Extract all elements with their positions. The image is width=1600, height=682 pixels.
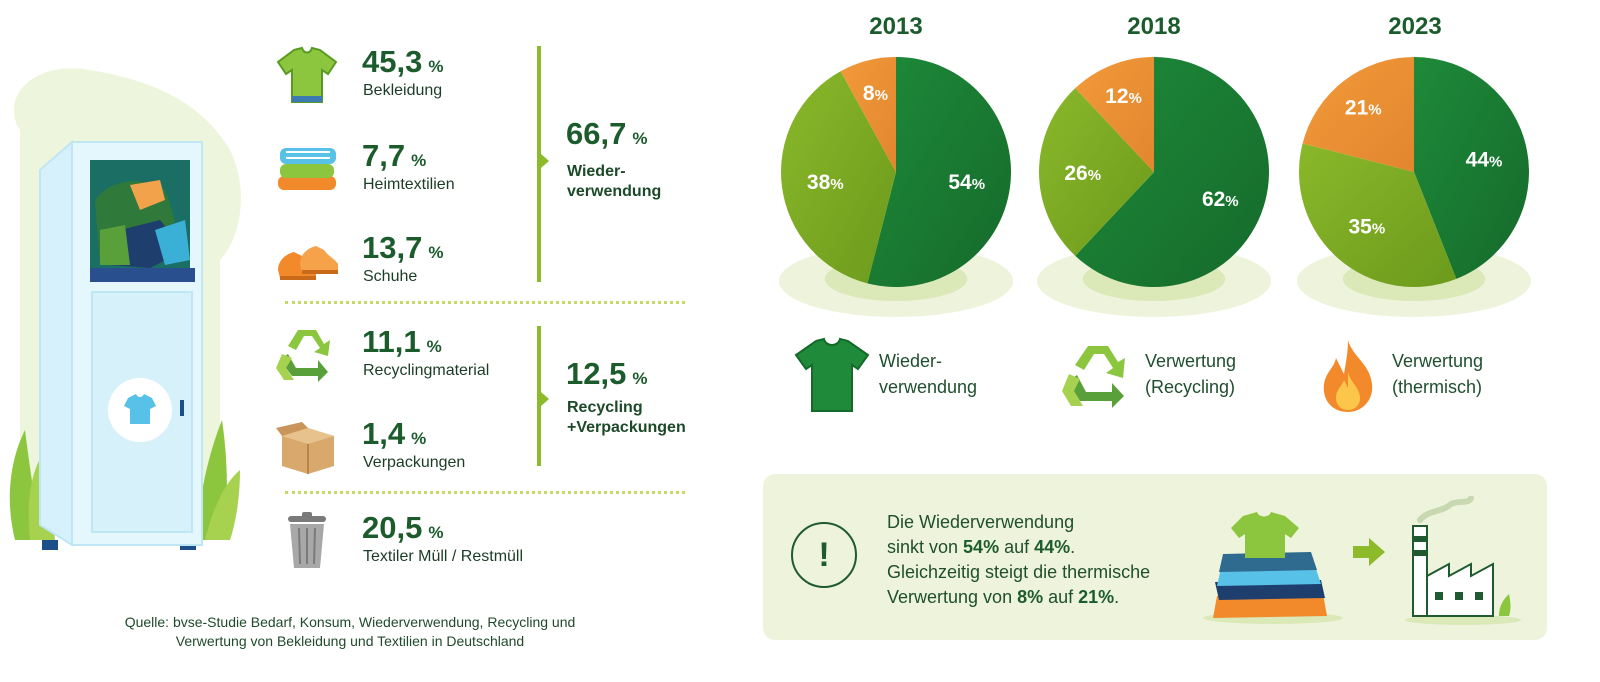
pie-slice (840, 57, 896, 172)
category-value: 1,4 (362, 416, 406, 451)
folded-textiles-icon (278, 148, 336, 190)
green-tshirt-icon (794, 337, 870, 412)
source-line: Quelle: bvse-Studie Bedarf, Konsum, Wied… (124, 614, 576, 630)
pie-slice (1075, 57, 1154, 172)
recycling-icon (1062, 346, 1125, 408)
cardboard-box-icon (276, 422, 334, 474)
legend-label-reuse: Wieder- verwendung (879, 351, 978, 397)
note-line: Gleichzeitig steigt die thermische (887, 562, 1151, 582)
exclamation-icon: ! (791, 522, 857, 588)
pie-slice-label: 21% (1345, 97, 1382, 120)
group-value: 12,5 (566, 356, 627, 391)
pie-slice (1414, 57, 1529, 279)
pie-slice-label: 12% (1105, 85, 1142, 108)
pie-slice (1302, 57, 1414, 172)
category-value: 11,1 (362, 324, 421, 359)
pie-slice (1299, 143, 1457, 287)
note-highlight: 44% (1034, 537, 1071, 557)
category-label: Bekleidung (363, 82, 443, 99)
category-heimtextilien: 7,7% Heimtextilien (272, 138, 532, 214)
pie-charts: 54% 38% 8% 62% 26% 12% 44% 35% 21% (779, 57, 1531, 317)
note-line: sinkt von 54% auf 44%. (887, 537, 1076, 557)
note-highlight: 8% (1017, 587, 1044, 607)
source-line: Verwertung von Bekleidung und Textilien … (175, 633, 525, 649)
pie-slice-label: 26% (1064, 162, 1101, 185)
pie-slice-label: 38% (807, 171, 844, 194)
category-label: Verpackungen (363, 454, 466, 471)
pie-slice (1075, 57, 1269, 287)
bracket-pointer (541, 392, 549, 406)
pie-slice (1039, 88, 1154, 256)
pie-year-label: 2018 (1127, 13, 1181, 40)
clothing-container-illustration (9, 68, 241, 550)
category-value: 13,7 (362, 230, 423, 265)
group-value-recycling: 12,5% (566, 356, 647, 392)
category-restmuell: 20,5% Textiler Müll / Restmüll (272, 510, 532, 586)
category-label: Textiler Müll / Restmüll (363, 548, 524, 565)
category-label: Schuhe (363, 268, 418, 285)
category-recyclingmaterial: 11,1% Recyclingmaterial (272, 324, 532, 400)
pie-slice-label: 35% (1348, 215, 1385, 238)
category-value: 45,3 (362, 44, 423, 79)
group-bracket-recycling (537, 326, 541, 466)
pie-year-label: 2013 (869, 13, 923, 40)
group-bracket-reuse (537, 46, 541, 282)
info-note-text: Die Wiederverwendung sinkt von 54% auf 4… (887, 510, 1207, 610)
category-unit: % (428, 523, 444, 542)
category-value: 20,5 (362, 510, 423, 545)
category-schuhe: 13,7% Schuhe (272, 230, 532, 306)
note-highlight: 21% (1078, 587, 1115, 607)
pie-slice (867, 57, 1011, 287)
category-unit: % (411, 429, 427, 448)
pie-slice (781, 71, 896, 284)
legend-label-recycling: Verwertung (Recycling) (1145, 351, 1237, 397)
section-divider (285, 491, 685, 494)
pie-slice-label: 44% (1466, 149, 1503, 172)
flame-icon (1323, 340, 1373, 412)
info-note-box: ! Die Wiederverwendung sinkt von 54% auf… (763, 474, 1547, 640)
recycling-icon (276, 330, 330, 382)
shoes-icon (278, 246, 338, 280)
pie-slice-label: 54% (948, 171, 985, 194)
group-label-recycling: Recycling +Verpackungen (567, 399, 686, 436)
trash-can-icon (288, 512, 326, 568)
note-highlight: 54% (963, 537, 1000, 557)
tshirt-icon (276, 46, 338, 103)
category-unit: % (428, 243, 444, 262)
section-divider (285, 301, 685, 304)
note-line: Verwertung von 8% auf 21%. (887, 587, 1120, 607)
category-label: Heimtextilien (363, 176, 455, 193)
group-unit: % (632, 129, 648, 148)
group-label-reuse: Wieder- verwendung (567, 163, 662, 200)
note-line: Die Wiederverwendung (887, 512, 1075, 532)
category-label: Recyclingmaterial (363, 362, 490, 379)
group-value-reuse: 66,7% (566, 116, 647, 152)
category-bekleidung: 45,3% Bekleidung (272, 44, 532, 120)
category-unit: % (411, 151, 427, 170)
category-value: 7,7 (362, 138, 406, 173)
legend-label-thermal: Verwertung (thermisch) (1392, 351, 1484, 397)
category-unit: % (426, 337, 442, 356)
group-value: 66,7 (566, 116, 627, 151)
pie-slice-label: 8% (863, 82, 888, 105)
group-unit: % (632, 369, 648, 388)
category-verpackungen: 1,4% Verpackungen (272, 416, 532, 492)
category-unit: % (428, 57, 444, 76)
bracket-pointer (541, 154, 549, 168)
pie-year-label: 2023 (1388, 13, 1442, 40)
clothes-to-incinerator-illustration (1203, 496, 1521, 625)
source-note: Quelle: bvse-Studie Bedarf, Konsum, Wied… (100, 613, 600, 651)
pie-slice-label: 62% (1202, 188, 1239, 211)
